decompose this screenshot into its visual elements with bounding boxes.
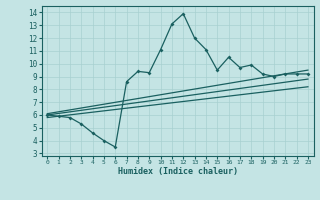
X-axis label: Humidex (Indice chaleur): Humidex (Indice chaleur)	[118, 167, 237, 176]
